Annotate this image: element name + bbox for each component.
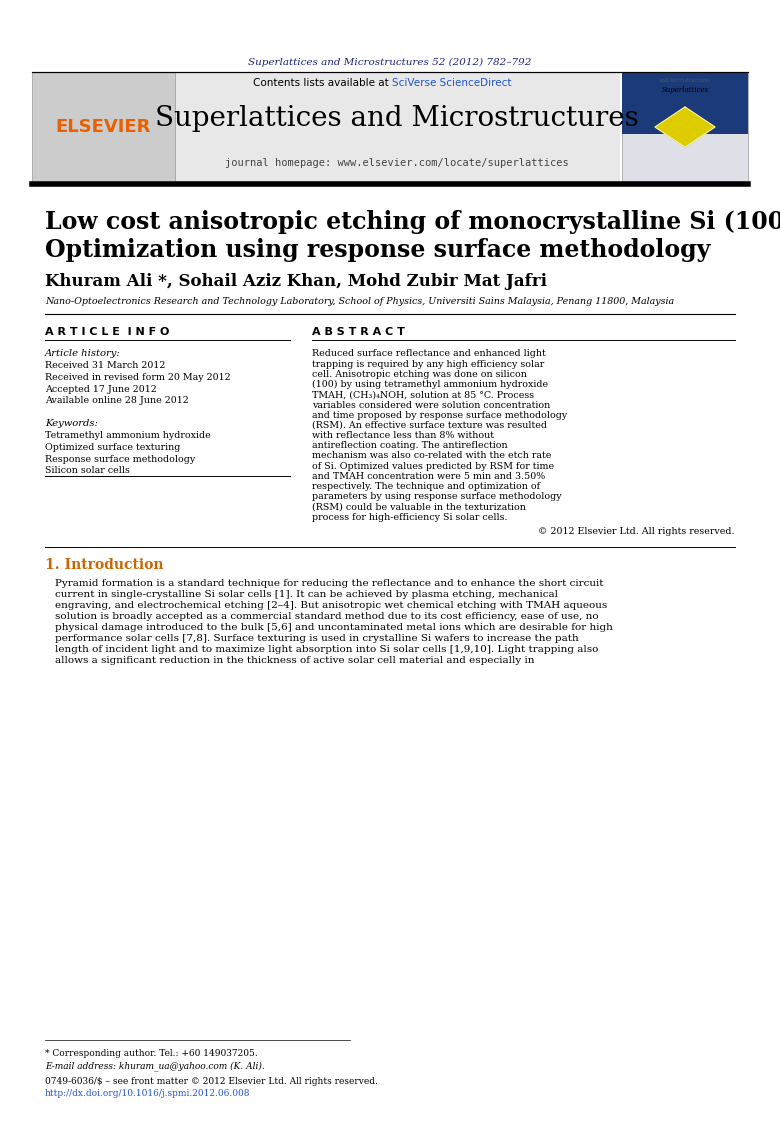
Text: Superlattices and Microstructures 52 (2012) 782–792: Superlattices and Microstructures 52 (20… [248, 58, 532, 67]
Text: Optimization using response surface methodology: Optimization using response surface meth… [45, 238, 711, 262]
Text: A B S T R A C T: A B S T R A C T [312, 327, 405, 337]
Text: variables considered were solution concentration: variables considered were solution conce… [312, 400, 550, 409]
Text: Received 31 March 2012: Received 31 March 2012 [45, 362, 165, 371]
Text: respectively. The technique and optimization of: respectively. The technique and optimiza… [312, 482, 540, 491]
Text: http://dx.doi.org/10.1016/j.spmi.2012.06.008: http://dx.doi.org/10.1016/j.spmi.2012.06… [45, 1090, 250, 1099]
Bar [32, 71, 175, 184]
Text: Optimized surface texturing: Optimized surface texturing [45, 443, 180, 452]
Text: Low cost anisotropic etching of monocrystalline Si (100):: Low cost anisotropic etching of monocrys… [45, 210, 780, 234]
Text: (100) by using tetramethyl ammonium hydroxide: (100) by using tetramethyl ammonium hydr… [312, 380, 548, 389]
Bar [622, 71, 748, 134]
Text: Tetramethyl ammonium hydroxide: Tetramethyl ammonium hydroxide [45, 432, 211, 440]
Text: Khuram Ali *, Sohail Aziz Khan, Mohd Zubir Mat Jafri: Khuram Ali *, Sohail Aziz Khan, Mohd Zub… [45, 273, 547, 290]
Text: Reduced surface reflectance and enhanced light: Reduced surface reflectance and enhanced… [312, 349, 546, 358]
Text: antireflection coating. The antireflection: antireflection coating. The antireflecti… [312, 441, 508, 450]
Bar [175, 71, 620, 184]
Text: parameters by using response surface methodology: parameters by using response surface met… [312, 492, 562, 501]
Text: Contents lists available at: Contents lists available at [253, 78, 392, 88]
Text: Superlattices: Superlattices [661, 86, 708, 94]
Text: performance solar cells [7,8]. Surface texturing is used in crystalline Si wafer: performance solar cells [7,8]. Surface t… [55, 634, 579, 643]
Text: E-mail address: khuram_ua@yahoo.com (K. Ali).: E-mail address: khuram_ua@yahoo.com (K. … [45, 1061, 264, 1070]
Text: and time proposed by response surface methodology: and time proposed by response surface me… [312, 411, 567, 420]
Text: (RSM) could be valuable in the texturization: (RSM) could be valuable in the texturiza… [312, 502, 526, 511]
Text: * Corresponding author. Tel.: +60 149037205.: * Corresponding author. Tel.: +60 149037… [45, 1049, 257, 1058]
Text: current in single-crystalline Si solar cells [1]. It can be achieved by plasma e: current in single-crystalline Si solar c… [55, 590, 558, 599]
Text: allows a significant reduction in the thickness of active solar cell material an: allows a significant reduction in the th… [55, 655, 534, 665]
Text: and Microstructures: and Microstructures [659, 78, 711, 84]
Text: trapping is required by any high efficiency solar: trapping is required by any high efficie… [312, 359, 544, 369]
Text: Received in revised form 20 May 2012: Received in revised form 20 May 2012 [45, 373, 231, 382]
Text: Keywords:: Keywords: [45, 420, 98, 429]
Text: Nano-Optoelectronics Research and Technology Laboratory, School of Physics, Univ: Nano-Optoelectronics Research and Techno… [45, 297, 674, 306]
Text: journal homepage: www.elsevier.com/locate/superlattices: journal homepage: www.elsevier.com/locat… [225, 158, 569, 168]
Text: solution is broadly accepted as a commercial standard method due to its cost eff: solution is broadly accepted as a commer… [55, 612, 598, 621]
Text: SciVerse ScienceDirect: SciVerse ScienceDirect [392, 78, 512, 88]
Text: Silicon solar cells: Silicon solar cells [45, 466, 130, 475]
Text: process for high-efficiency Si solar cells.: process for high-efficiency Si solar cel… [312, 513, 508, 522]
Polygon shape [655, 107, 715, 147]
Bar [622, 71, 748, 184]
Text: TMAH, (CH₃)₄NOH, solution at 85 °C. Process: TMAH, (CH₃)₄NOH, solution at 85 °C. Proc… [312, 390, 534, 399]
Text: (RSM). An effective surface texture was resulted: (RSM). An effective surface texture was … [312, 421, 547, 430]
Text: cell. Anisotropic etching was done on silicon: cell. Anisotropic etching was done on si… [312, 370, 526, 379]
Text: © 2012 Elsevier Ltd. All rights reserved.: © 2012 Elsevier Ltd. All rights reserved… [538, 527, 735, 536]
Text: length of incident light and to maximize light absorption into Si solar cells [1: length of incident light and to maximize… [55, 645, 598, 654]
Text: A R T I C L E  I N F O: A R T I C L E I N F O [45, 327, 169, 337]
Text: physical damage introduced to the bulk [5,6] and uncontaminated metal ions which: physical damage introduced to the bulk [… [55, 623, 613, 632]
Text: ELSEVIER: ELSEVIER [55, 118, 151, 136]
Text: Article history:: Article history: [45, 349, 121, 358]
Text: Available online 28 June 2012: Available online 28 June 2012 [45, 396, 189, 405]
Text: Response surface methodology: Response surface methodology [45, 455, 195, 464]
Text: with reflectance less than 8% without: with reflectance less than 8% without [312, 431, 494, 440]
Text: and TMAH concentration were 5 min and 3.50%: and TMAH concentration were 5 min and 3.… [312, 472, 545, 481]
Text: Superlattices and Microstructures: Superlattices and Microstructures [155, 104, 639, 132]
Text: mechanism was also co-related with the etch rate: mechanism was also co-related with the e… [312, 451, 551, 460]
Text: Pyramid formation is a standard technique for reducing the reflectance and to en: Pyramid formation is a standard techniqu… [55, 578, 604, 587]
Text: 1. Introduction: 1. Introduction [45, 558, 164, 573]
Text: Accepted 17 June 2012: Accepted 17 June 2012 [45, 384, 157, 393]
Text: of Si. Optimized values predicted by RSM for time: of Si. Optimized values predicted by RSM… [312, 462, 554, 471]
Text: engraving, and electrochemical etching [2–4]. But anisotropic wet chemical etchi: engraving, and electrochemical etching [… [55, 601, 608, 610]
Text: 0749-6036/$ – see front matter © 2012 Elsevier Ltd. All rights reserved.: 0749-6036/$ – see front matter © 2012 El… [45, 1077, 378, 1086]
